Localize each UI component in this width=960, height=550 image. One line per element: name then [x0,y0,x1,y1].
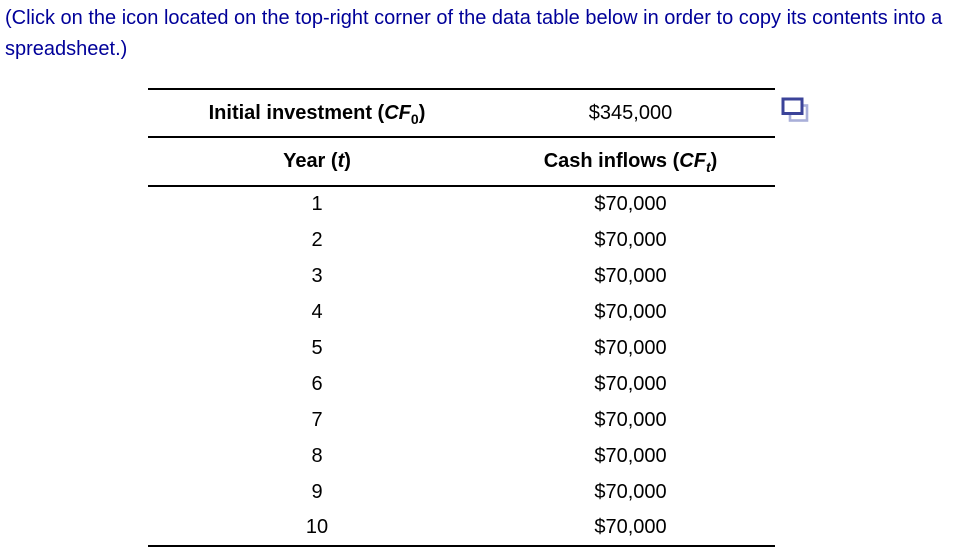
table-row: 6 $70,000 [148,366,775,402]
table-row: 9 $70,000 [148,474,775,510]
year-cell: 8 [311,444,323,467]
label-text: ) [418,101,426,124]
label-text: Initial investment ( [208,101,385,124]
year-cell: 9 [311,480,323,503]
cash-inflow-cell: $70,000 [594,444,667,467]
table-row: 2 $70,000 [148,222,775,258]
cash-inflow-cell: $70,000 [594,408,667,431]
table-row: 7 $70,000 [148,402,775,438]
table-row: 4 $70,000 [148,294,775,330]
table-row: 3 $70,000 [148,258,775,294]
cf-subscript: 0 [410,110,419,127]
table-row: 1 $70,000 [148,186,775,222]
copy-table-icon[interactable] [781,97,809,123]
table-row: 5 $70,000 [148,330,775,366]
cash-inflow-cell: $70,000 [594,480,667,503]
cash-inflow-cell: $70,000 [594,372,667,395]
cash-flow-table: Initial investment (CF0) $345,000 Year (… [148,88,775,547]
cash-inflow-cell: $70,000 [594,516,667,538]
label-text: Year ( [283,150,338,172]
cf-symbol: CF [679,150,706,172]
year-cell: 1 [311,193,323,215]
label-text: Cash inflows ( [543,150,680,172]
initial-investment-row: Initial investment (CF0) $345,000 [148,89,775,137]
initial-investment-value: $345,000 [588,101,673,124]
label-text: ) [344,150,351,172]
cash-inflow-cell: $70,000 [594,228,667,251]
label-text: ) [710,150,718,172]
year-cell: 4 [311,300,323,323]
year-cell: 5 [311,336,323,359]
cf-symbol: CF [384,101,411,124]
initial-investment-label: Initial investment (CF0) [148,89,486,137]
year-cell: 6 [311,372,323,395]
cash-inflow-cell: $70,000 [594,264,667,287]
column-header-row: Year (t) Cash inflows (CFt) [148,137,775,186]
table-row: 8 $70,000 [148,438,775,474]
year-cell: 3 [311,264,323,287]
t-subscript: t [705,159,711,175]
table-row: 10 $70,000 [148,510,775,546]
cash-inflow-cell: $70,000 [594,336,667,359]
instruction-text: (Click on the icon located on the top-ri… [5,7,943,60]
cash-inflows-column-header: Cash inflows (CFt) [486,137,775,186]
cash-inflow-cell: $70,000 [594,193,667,215]
year-cell: 7 [311,408,323,431]
year-column-header: Year (t) [148,137,486,186]
year-cell: 10 [305,516,329,538]
cash-inflow-cell: $70,000 [594,300,667,323]
year-cell: 2 [311,228,323,251]
copy-icon-front-rect [781,97,804,115]
t-symbol: t [337,150,345,172]
